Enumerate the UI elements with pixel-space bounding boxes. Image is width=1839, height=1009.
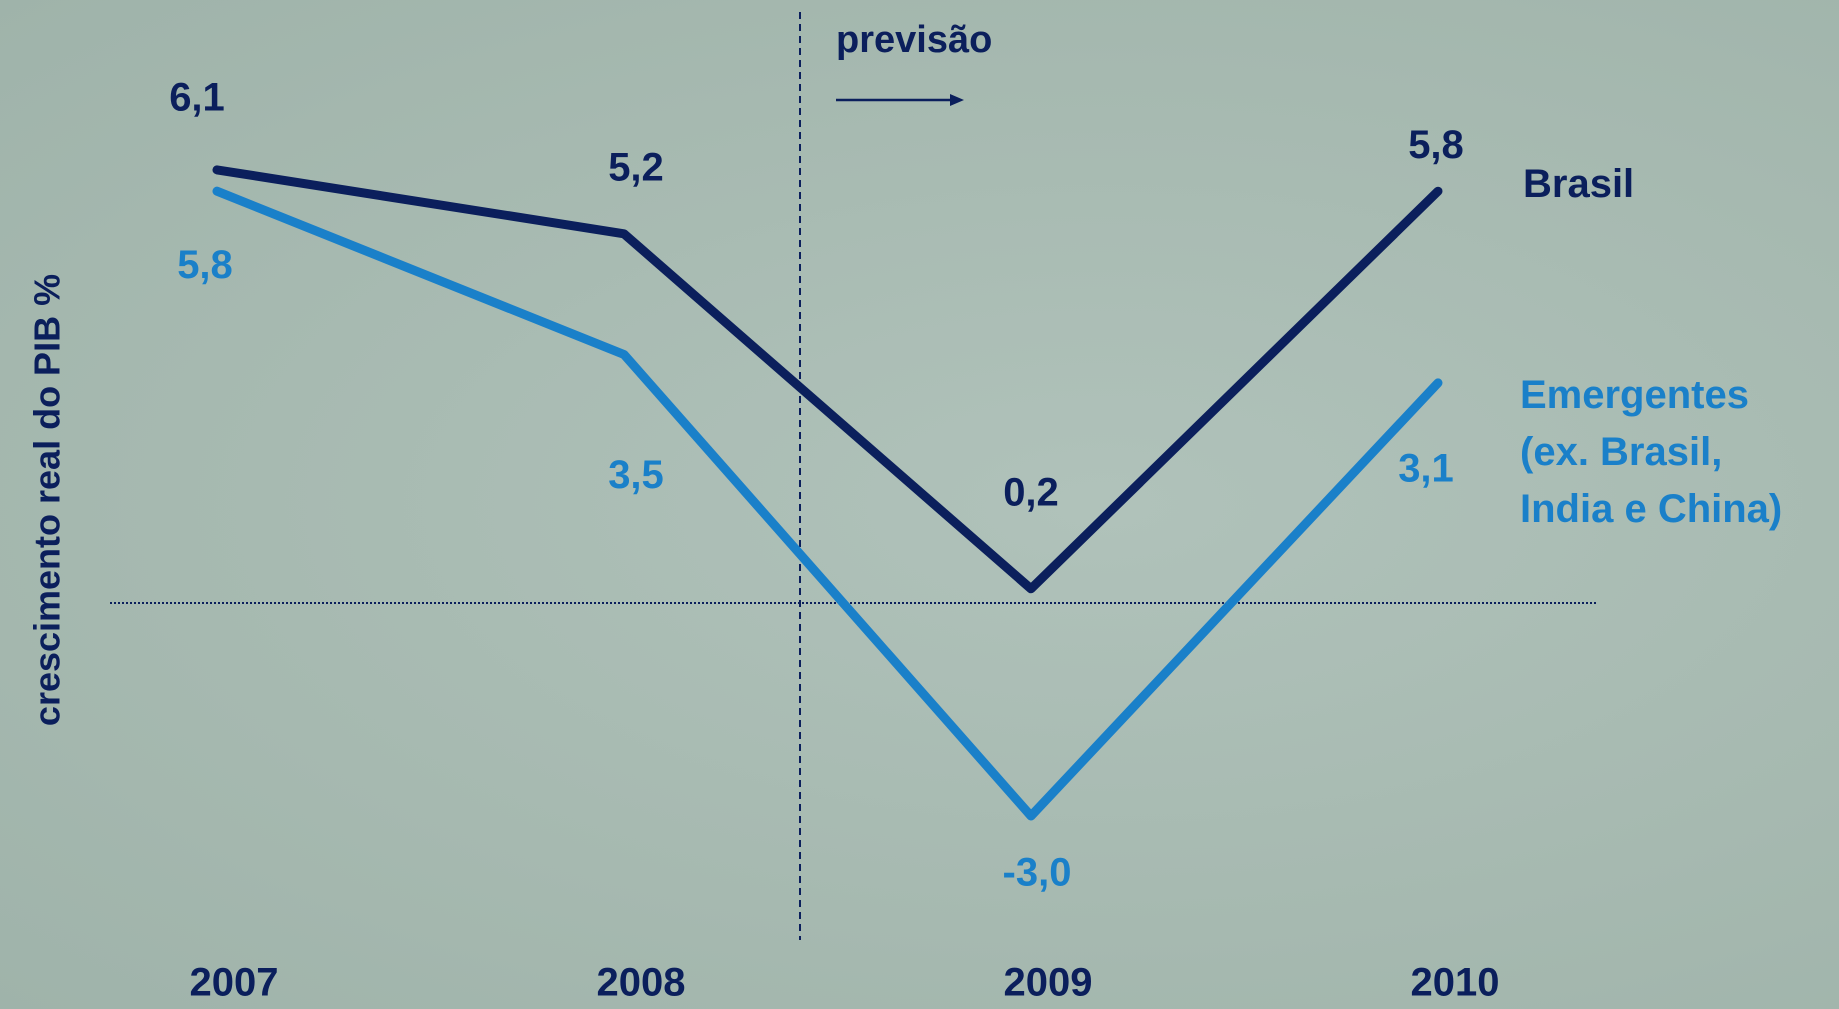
page: crescimento real do PIB % previsão 2007 2… bbox=[0, 0, 1839, 1009]
legend-entry: Emergentes (ex. Brasil, India e China) bbox=[1520, 367, 1782, 538]
x-tick-label: 2010 bbox=[1411, 961, 1500, 1005]
legend-entry: Brasil bbox=[1523, 156, 1634, 213]
y-axis-label: crescimento real do PIB % bbox=[27, 274, 68, 726]
data-label: 5,8 bbox=[177, 243, 233, 287]
x-tick-label: 2009 bbox=[1004, 961, 1093, 1005]
forecast-annotation: previsão bbox=[836, 19, 992, 61]
x-tick-label: 2007 bbox=[190, 961, 279, 1005]
data-label: -3,0 bbox=[1003, 851, 1072, 895]
data-label: 0,2 bbox=[1003, 470, 1059, 514]
data-label: 3,5 bbox=[608, 453, 664, 497]
data-label: 6,1 bbox=[169, 75, 225, 119]
data-label: 5,2 bbox=[608, 145, 664, 189]
data-label: 3,1 bbox=[1398, 446, 1454, 490]
data-label: 5,8 bbox=[1408, 123, 1464, 167]
x-tick-label: 2008 bbox=[597, 961, 686, 1005]
series-line bbox=[217, 170, 1438, 589]
series-line bbox=[217, 191, 1438, 816]
forecast-arrowhead bbox=[950, 94, 964, 106]
